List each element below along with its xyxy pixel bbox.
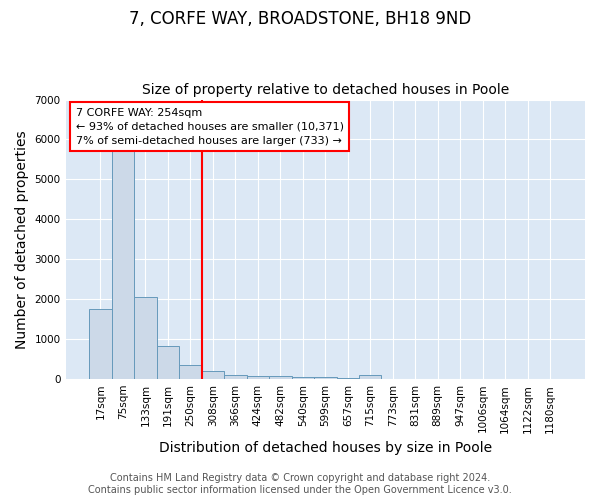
- Bar: [224, 375, 247, 379]
- Bar: [134, 297, 157, 379]
- Text: 7 CORFE WAY: 254sqm
← 93% of detached houses are smaller (10,371)
7% of semi-det: 7 CORFE WAY: 254sqm ← 93% of detached ho…: [76, 108, 344, 146]
- Bar: [202, 371, 224, 379]
- Bar: [337, 378, 359, 379]
- Text: Contains HM Land Registry data © Crown copyright and database right 2024.
Contai: Contains HM Land Registry data © Crown c…: [88, 474, 512, 495]
- Bar: [179, 365, 202, 379]
- Title: Size of property relative to detached houses in Poole: Size of property relative to detached ho…: [142, 83, 509, 97]
- Bar: [269, 376, 292, 379]
- X-axis label: Distribution of detached houses by size in Poole: Distribution of detached houses by size …: [159, 441, 492, 455]
- Text: 7, CORFE WAY, BROADSTONE, BH18 9ND: 7, CORFE WAY, BROADSTONE, BH18 9ND: [129, 10, 471, 28]
- Bar: [314, 377, 337, 379]
- Bar: [112, 150, 134, 379]
- Bar: [89, 309, 112, 379]
- Bar: [359, 375, 382, 379]
- Bar: [157, 346, 179, 379]
- Bar: [292, 377, 314, 379]
- Bar: [247, 376, 269, 379]
- Y-axis label: Number of detached properties: Number of detached properties: [15, 130, 29, 348]
